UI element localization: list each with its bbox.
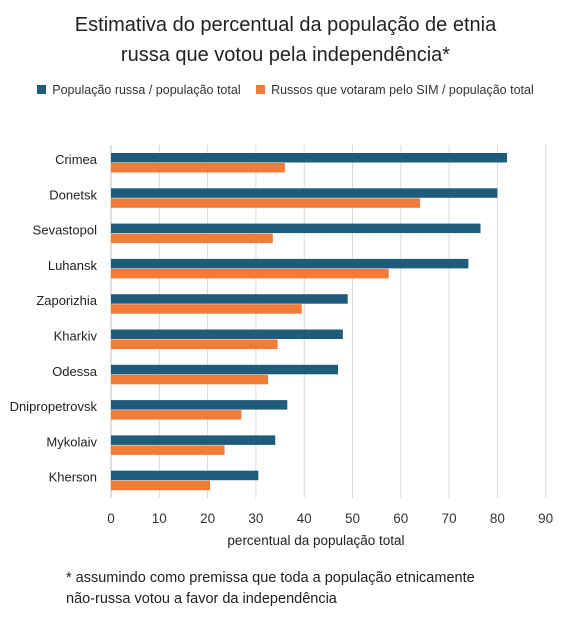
bar-russian-population — [111, 470, 259, 481]
bar-yes-voters — [111, 233, 273, 244]
legend-swatch-blue — [37, 85, 47, 94]
bar-yes-voters — [111, 374, 268, 385]
bar-russian-population — [111, 188, 498, 198]
chart-title: Estimativa do percentual da população de… — [0, 10, 571, 70]
x-axis-title: percentual da população total — [227, 533, 404, 548]
bar-yes-voters — [111, 339, 278, 349]
bar-russian-population — [111, 153, 508, 163]
x-tick-label: 90 — [538, 511, 553, 526]
category-label: Sevastopol — [33, 223, 97, 238]
x-tick-label: 80 — [490, 511, 505, 526]
bar-yes-voters — [111, 410, 242, 420]
bar-russian-population — [111, 329, 343, 339]
bar-yes-voters — [111, 304, 302, 314]
x-tick-label: 0 — [107, 511, 115, 526]
category-label: Zaporizhia — [36, 293, 97, 308]
bar-yes-voters — [111, 480, 211, 491]
bar-russian-population — [111, 223, 481, 234]
chart-title-line-2: russa que votou pela independência* — [120, 44, 451, 66]
x-tick-label: 60 — [393, 511, 408, 526]
bar-russian-population — [111, 364, 339, 375]
category-label: Kherson — [49, 470, 97, 485]
legend-item-russian-population: População russa / população total — [37, 83, 241, 97]
legend-swatch-orange — [256, 85, 266, 94]
footnote: * assumindo como premissa que toda a pop… — [66, 568, 475, 610]
bar-chart-plot: 0 10 20 30 40 50 60 70 80 90 Crimea Donetsk Sevastop… — [10, 145, 553, 548]
bar-russian-population — [111, 258, 469, 269]
legend-item-yes-voters: Russos que votaram pelo SIM / população … — [256, 83, 534, 97]
x-tick-label: 30 — [248, 511, 263, 526]
chart-title-line-1: Estimativa do percentual da população de… — [74, 14, 497, 36]
chart-legend: População russa / população total Russos… — [0, 83, 571, 97]
x-tick-label: 40 — [297, 511, 312, 526]
bar-russian-population — [111, 435, 276, 445]
bar-yes-voters — [111, 268, 389, 279]
category-label: Kharkiv — [54, 329, 98, 344]
bar-russian-population — [111, 400, 288, 410]
footnote-line-2: não-russa votou a favor da independência — [66, 591, 337, 607]
category-label: Crimea — [55, 152, 98, 167]
bar-yes-voters — [111, 163, 285, 173]
x-tick-label: 20 — [200, 511, 215, 526]
category-label: Odessa — [52, 364, 98, 379]
category-label: Dnipropetrovsk — [10, 399, 98, 414]
x-tick-label: 50 — [345, 511, 360, 526]
bar-yes-voters — [111, 445, 225, 455]
legend-label: População russa / população total — [52, 83, 241, 97]
footnote-line-1: * assumindo como premissa que toda a pop… — [66, 570, 475, 586]
bar-yes-voters — [111, 198, 421, 208]
x-tick-label: 70 — [442, 511, 457, 526]
category-label: Luhansk — [48, 258, 98, 273]
bar-russian-population — [111, 294, 348, 304]
category-label: Mykolaiv — [46, 434, 97, 449]
legend-label: Russos que votaram pelo SIM / população … — [271, 83, 534, 97]
category-label: Donetsk — [49, 187, 97, 202]
x-tick-label: 10 — [152, 511, 167, 526]
